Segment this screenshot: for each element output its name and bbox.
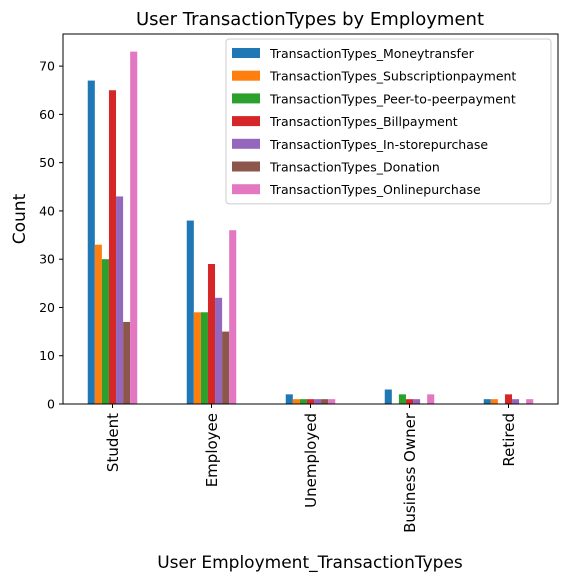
bar <box>193 312 201 404</box>
legend-label: TransactionTypes_Moneytransfer <box>269 46 475 61</box>
bar <box>321 399 329 404</box>
y-tick-label: 30 <box>39 252 55 267</box>
bar <box>215 297 223 404</box>
bar <box>101 259 109 404</box>
bar <box>427 394 435 404</box>
legend-label: TransactionTypes_Donation <box>269 160 440 175</box>
legend: TransactionTypes_Moneytransfer Transactio… <box>225 38 552 205</box>
legend-label: TransactionTypes_Billpayment <box>269 114 458 129</box>
legend-swatch <box>232 184 260 195</box>
legend-swatch <box>232 93 260 104</box>
legend-swatch <box>232 116 260 127</box>
y-tick-label: 20 <box>39 300 55 315</box>
chart-title: User TransactionTypes by Employment <box>136 9 484 30</box>
x-axis-label: User Employment_TransactionTypes <box>157 553 463 573</box>
y-tick-label: 70 <box>39 59 55 74</box>
bar <box>314 399 322 404</box>
bar <box>130 51 138 405</box>
bar <box>200 312 208 404</box>
legend-label: TransactionTypes_Subscriptionpayment <box>269 69 516 84</box>
x-tick-label: Employee <box>203 413 221 487</box>
bar <box>490 399 498 404</box>
x-tick-label: Student <box>104 413 122 472</box>
legend-label: TransactionTypes_Onlinepurchase <box>269 182 481 197</box>
bar <box>186 220 194 404</box>
y-tick-label: 0 <box>47 397 55 412</box>
bar <box>94 244 102 404</box>
bar <box>108 90 117 405</box>
legend-swatch <box>232 138 260 149</box>
bar <box>306 399 315 404</box>
bar <box>398 394 406 404</box>
bar <box>384 389 392 404</box>
bar <box>299 399 307 404</box>
bar <box>483 399 491 404</box>
y-tick-label: 40 <box>39 203 55 218</box>
bar <box>526 399 534 404</box>
y-axis: 0 10 20 30 40 50 60 70 <box>39 59 63 412</box>
y-tick-label: 60 <box>39 107 55 122</box>
bars-group <box>87 51 534 405</box>
legend-swatch <box>232 70 260 81</box>
legend-box <box>225 38 552 205</box>
y-tick-label: 50 <box>39 155 55 170</box>
x-axis: Student Employee Unemployed Business Owner R… <box>104 404 518 533</box>
bar <box>504 394 513 404</box>
bar <box>292 399 300 404</box>
legend-swatch <box>232 161 260 172</box>
legend-label: TransactionTypes_Peer-to-peerpayment <box>269 91 516 106</box>
bar <box>285 394 293 404</box>
bar <box>405 399 414 404</box>
bar <box>229 230 237 404</box>
bar <box>123 321 131 404</box>
bar <box>116 196 124 404</box>
bar <box>222 331 230 404</box>
y-tick-label: 10 <box>39 348 55 363</box>
y-axis-label: Count <box>10 193 30 244</box>
bar <box>328 399 336 404</box>
legend-label: TransactionTypes_In-storepurchase <box>269 137 488 152</box>
x-tick-label: Business Owner <box>401 412 419 533</box>
legend-swatch <box>232 48 260 58</box>
x-tick-label: Retired <box>500 413 518 467</box>
x-tick-label: Unemployed <box>302 413 320 508</box>
bar <box>512 399 520 404</box>
bar <box>207 264 216 404</box>
bar <box>87 80 95 404</box>
bar <box>413 399 421 404</box>
